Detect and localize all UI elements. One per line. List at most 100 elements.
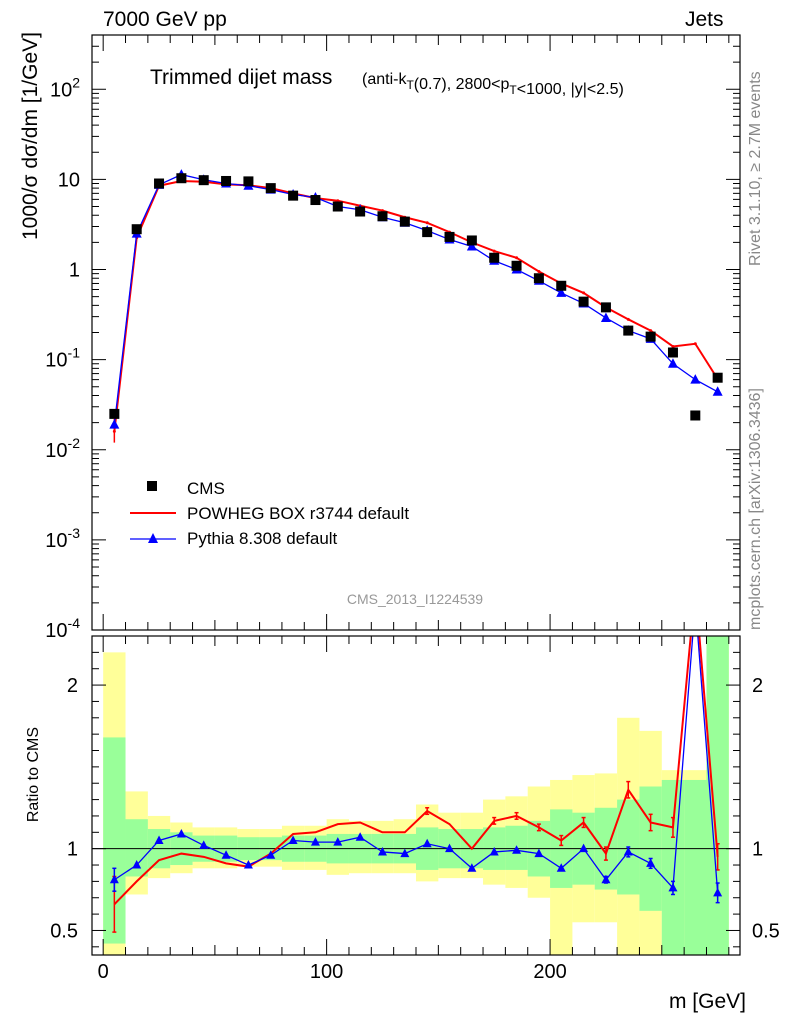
inner-uncertainty-band <box>684 779 707 955</box>
cms-data-point <box>154 178 165 189</box>
legend-powheg-label: POWHEG BOX r3744 default <box>187 504 409 523</box>
powheg-point <box>582 291 586 295</box>
ratio-pythia-marker <box>713 887 723 897</box>
powheg-line <box>113 179 719 432</box>
cms-data-point <box>355 206 366 217</box>
cms-data-point <box>243 176 254 187</box>
pythia-marker <box>466 241 477 251</box>
ratio-y-tick-label-right: 0.5 <box>752 920 780 942</box>
legend-cms-label: CMS <box>187 479 225 498</box>
ratio-pythia-marker <box>400 848 410 858</box>
ratio-y-tick-label-right: 2 <box>752 675 763 697</box>
cms-data-point <box>444 231 455 242</box>
tick-base: 10 <box>45 620 67 642</box>
cms-data-point <box>176 173 187 184</box>
ratio-pythia-marker <box>288 835 298 844</box>
ratio-line-pythia <box>113 636 719 893</box>
cms-data-point <box>667 347 678 358</box>
cms-data-point <box>198 175 209 186</box>
main-y-axis-title: 1000/σ dσ/dm [1/GeV] <box>19 32 42 240</box>
title-suffix-part: (0.7), 2800<p <box>414 76 510 93</box>
chart-title: Trimmed dijet mass <box>150 66 332 89</box>
cms-data-point <box>623 325 634 336</box>
main-y-tick-label: 10-2 <box>45 435 80 462</box>
pythia-marker <box>667 358 678 368</box>
pythia-marker <box>556 287 567 297</box>
cms-data-point <box>422 227 433 238</box>
main-y-tick-label: 10 <box>58 169 80 191</box>
powheg-point <box>336 199 340 203</box>
cms-data-point <box>578 296 589 307</box>
ratio-x-tick-label: 100 <box>310 961 343 983</box>
cms-data-point <box>377 211 388 222</box>
pythia-line <box>113 173 718 425</box>
powheg-point <box>693 342 697 346</box>
main-y-tick-label: 10-3 <box>45 525 80 552</box>
ratio-x-tick-label: 0 <box>98 961 109 983</box>
ratio-pythia-marker <box>556 863 566 872</box>
tick-base: 10 <box>45 440 67 462</box>
main-y-tick-label: 1 <box>69 260 80 282</box>
ratio-pythia-marker <box>691 598 700 607</box>
powheg-point <box>537 270 541 274</box>
ratio-pythia-marker <box>601 874 611 884</box>
cms-data-point <box>399 216 410 227</box>
powheg-point <box>649 329 653 333</box>
ratio-pythia-marker <box>221 850 231 859</box>
ratio-pythia-marker <box>199 840 209 849</box>
inner-uncertainty-band <box>706 636 729 955</box>
pythia-marker <box>712 386 723 396</box>
cms-data-point <box>556 280 567 291</box>
title-suffix-part: <1000, |y|<2.5) <box>517 81 624 98</box>
tick-exponent: -1 <box>68 345 81 361</box>
tick-exponent: -3 <box>68 525 81 541</box>
cms-data-point <box>131 224 142 235</box>
title-suffix-part: (anti-k <box>362 71 407 88</box>
ratio-line-powheg <box>113 636 719 905</box>
cms-data-point <box>690 410 701 421</box>
tick-exponent: -4 <box>68 615 81 631</box>
ratio-y-tick-label-left: 2 <box>67 675 78 697</box>
powheg-point <box>626 317 630 321</box>
cms-data-point <box>310 195 321 206</box>
ratio-pythia-marker <box>445 843 455 853</box>
ratio-pythia-marker <box>176 828 186 838</box>
main-y-tick-label: 10-1 <box>45 345 80 372</box>
process-label: Jets <box>685 8 724 31</box>
pythia-marker <box>690 374 701 384</box>
powheg-point <box>671 344 675 348</box>
legend-cms-marker <box>147 481 157 491</box>
ratio-y-tick-label-left: 1 <box>67 839 78 861</box>
legend-pythia-label: Pythia 8.308 default <box>187 529 338 548</box>
x-axis-title: m [GeV] <box>669 990 746 1013</box>
powheg-point <box>515 256 519 260</box>
ratio-pythia-marker <box>422 838 432 848</box>
ratio-x-tick-label: 200 <box>533 961 566 983</box>
tick-base: 10 <box>45 350 67 372</box>
cms-data-point <box>221 175 232 186</box>
tick-exponent: -2 <box>68 435 81 451</box>
cms-data-point <box>712 372 723 383</box>
cms-data-point <box>288 190 299 201</box>
subscript-T: T <box>509 83 517 97</box>
ratio-pythia-marker <box>512 845 522 854</box>
cms-data-point <box>109 408 120 419</box>
tick-exponent: 2 <box>72 74 80 90</box>
inner-uncertainty-band <box>103 737 126 944</box>
cms-data-point <box>265 183 276 194</box>
cms-data-point <box>600 302 611 313</box>
ratio-pythia-marker <box>623 846 633 856</box>
main-plot-area <box>109 169 723 443</box>
ratio-pythia-marker <box>266 850 276 859</box>
subscript-T: T <box>406 78 414 92</box>
cms-data-point <box>466 235 477 246</box>
pythia-marker <box>600 312 611 322</box>
cms-data-point <box>645 331 656 342</box>
energy-label: 7000 GeV pp <box>103 8 227 31</box>
ratio-pythia-marker <box>668 882 678 892</box>
ratio-y-tick-label-left: 0.5 <box>50 920 78 942</box>
inner-uncertainty-band <box>125 819 148 877</box>
ratio-pythia-marker <box>333 837 343 846</box>
cms-data-point <box>511 260 522 271</box>
